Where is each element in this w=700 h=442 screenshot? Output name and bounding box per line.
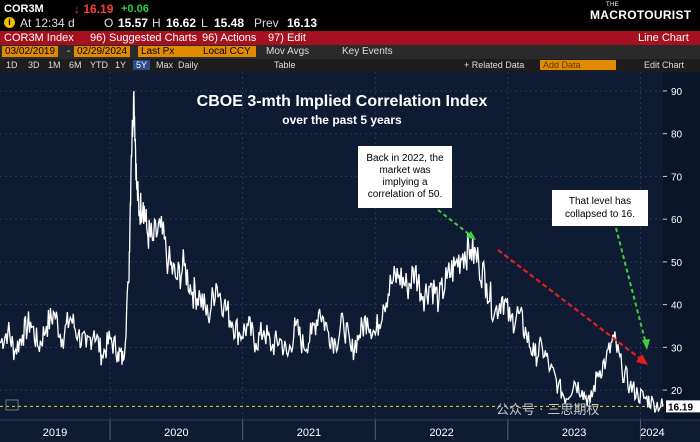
high-label: H: [152, 16, 161, 30]
y-tick-label: 70: [671, 172, 683, 183]
x-tick-label: 2022: [429, 427, 453, 439]
annotation-box-2022: [358, 146, 452, 208]
y-tick-label: 90: [671, 87, 683, 98]
security-field[interactable]: COR3M Index: [4, 32, 74, 44]
prev-value: 16.13: [287, 16, 318, 30]
field-select[interactable]: Last Px: [138, 46, 200, 57]
quote-header: COR3M ↓ 16.19 +0.06 i At 12:34 d O 15.57…: [0, 0, 700, 31]
annotation-2022-line3: implying a: [382, 177, 427, 188]
y-tick-label: 60: [671, 215, 683, 226]
ticker[interactable]: COR3M: [4, 3, 44, 15]
low-value: 15.48: [214, 16, 245, 30]
period-1m[interactable]: 1M: [48, 60, 61, 70]
x-tick-label: 2024: [640, 427, 664, 439]
start-date-input[interactable]: 03/02/2019: [2, 46, 59, 57]
time-stamp: At 12:34 d: [20, 16, 75, 30]
y-tick-label: 30: [671, 343, 683, 354]
date-bar: 03/02/2019 - 02/29/2024 Last Px Local CC…: [0, 45, 700, 59]
actions-menu[interactable]: 96) Actions: [202, 32, 257, 44]
annotation-arrow-collapse: [615, 227, 647, 345]
x-tick-label: 2020: [164, 427, 188, 439]
period-5y[interactable]: 5Y: [133, 60, 151, 70]
annotation-collapse-line2: collapsed to 16.: [565, 209, 635, 220]
trend-arrow-down-head: [636, 354, 648, 365]
down-arrow-icon: ↓ 16.19: [74, 2, 114, 16]
chart-title: CBOE 3-mth Implied Correlation Index: [197, 93, 488, 110]
annotation-collapse-line1: That level has: [569, 196, 631, 207]
annotation-arrow-collapse-head: [642, 339, 650, 350]
period-6m[interactable]: 6M: [69, 60, 82, 70]
y-tick-label: 50: [671, 258, 683, 269]
correlation-chart: 20 30 40 50 60 70 80 90 2019 2020 2021 2022 2023 202…: [0, 72, 700, 442]
frequency-select[interactable]: Daily: [178, 60, 199, 70]
currency-select[interactable]: Local CCY: [200, 46, 256, 57]
y-axis-panel: [663, 72, 700, 420]
annotation-2022-line1: Back in 2022, the: [366, 153, 444, 164]
x-axis-panel: [0, 420, 700, 442]
open-label: O: [104, 16, 114, 30]
annotation-2022-line2: market was: [379, 165, 430, 176]
annotation-arrow-2022-head: [466, 231, 476, 240]
related-data-button[interactable]: + Related Data: [464, 60, 525, 70]
series-line: [0, 90, 664, 413]
table-button[interactable]: Table: [274, 60, 296, 70]
prev-label: Prev: [254, 16, 279, 30]
key-events-toggle[interactable]: Key Events: [342, 46, 393, 57]
last-value-tag: [666, 400, 700, 413]
high-value: 16.62: [166, 16, 197, 30]
chart-type-label: Line Chart: [638, 32, 689, 44]
price-change: +0.06: [121, 3, 149, 15]
edit-menu[interactable]: 97) Edit: [268, 32, 306, 44]
chart-subtitle: over the past 5 years: [282, 113, 402, 127]
suggested-charts-menu[interactable]: 96) Suggested Charts: [90, 32, 198, 44]
period-max[interactable]: Max: [156, 60, 174, 70]
mov-avgs-toggle[interactable]: Mov Avgs: [266, 46, 310, 57]
period-bar: 1D 3D 1M 6M YTD 1Y 5Y Max Daily Table + …: [0, 59, 700, 72]
y-tick-label: 80: [671, 130, 683, 141]
y-tick-label: 40: [671, 301, 683, 312]
chart-legend-icon[interactable]: [5, 399, 19, 411]
period-1d[interactable]: 1D: [6, 60, 18, 70]
info-icon[interactable]: i: [4, 17, 15, 28]
edit-chart-button[interactable]: Edit Chart: [644, 60, 685, 70]
low-label: L: [201, 16, 208, 30]
x-tick-label: 2021: [297, 427, 321, 439]
watermark-text: 公众号 · 三思期权: [496, 402, 599, 418]
period-3d[interactable]: 3D: [28, 60, 40, 70]
annotation-box-collapse: [552, 190, 648, 226]
x-tick-label: 2023: [562, 427, 586, 439]
annotation-2022-line4: correlation of 50.: [368, 189, 443, 200]
trend-arrow-down: [497, 249, 643, 361]
macrotourist-logo: THE MACROTOURIST: [590, 2, 692, 22]
last-price: 16.19: [83, 2, 114, 16]
period-ytd[interactable]: YTD: [90, 60, 108, 70]
end-date-input[interactable]: 02/29/2024: [74, 46, 131, 57]
annotation-arrow-2022: [437, 209, 475, 239]
add-data-input[interactable]: Add Data: [540, 60, 616, 70]
command-bar: COR3M Index 96) Suggested Charts 96) Act…: [0, 31, 700, 45]
period-1y[interactable]: 1Y: [115, 60, 127, 70]
x-tick-label: 2019: [43, 427, 67, 439]
open-value: 15.57: [118, 16, 149, 30]
y-tick-label: 20: [671, 386, 683, 397]
last-value-label: 16.19: [668, 402, 693, 413]
